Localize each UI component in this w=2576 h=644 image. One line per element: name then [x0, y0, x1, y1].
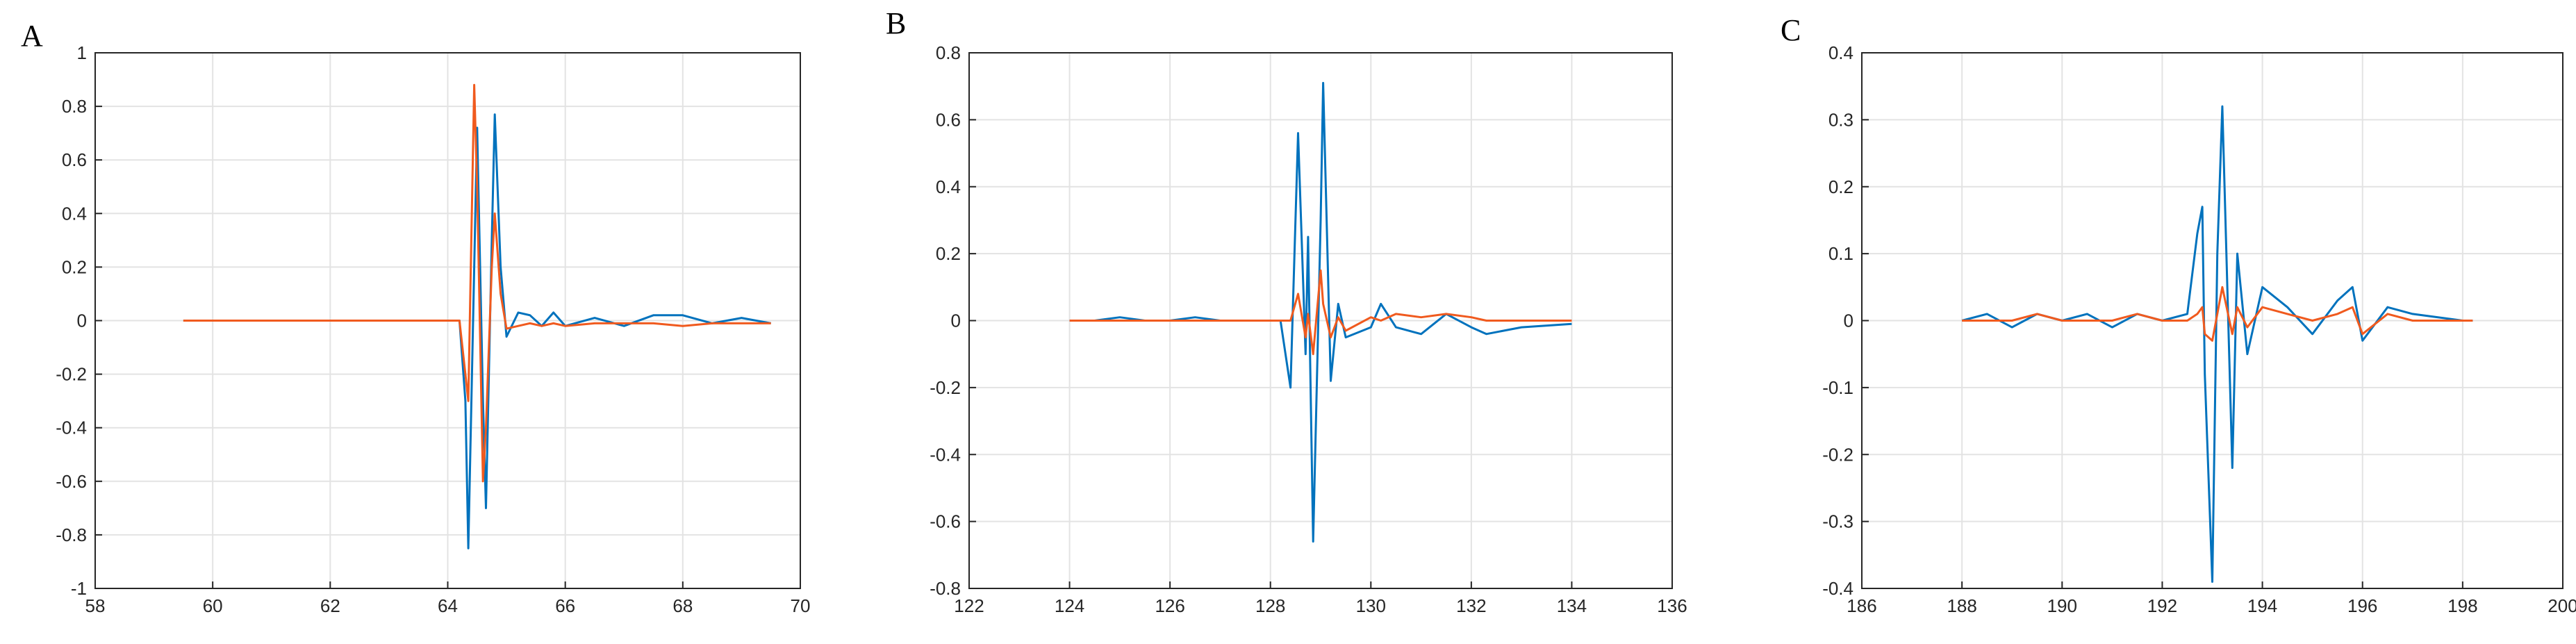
x-tick-label: 122	[954, 595, 984, 616]
x-tick-label: 200	[2548, 595, 2576, 616]
y-tick-label: -0.1	[1822, 377, 1853, 398]
y-tick-label: 0	[1844, 311, 1853, 331]
y-tick-label: -0.2	[930, 377, 961, 398]
x-tick-label: 58	[85, 595, 106, 616]
x-tick-label: 186	[1847, 595, 1876, 616]
y-tick-label: -1	[71, 578, 87, 599]
panel-label: B	[886, 6, 906, 40]
x-tick-label: 128	[1255, 595, 1285, 616]
y-tick-label: 0.2	[1828, 176, 1853, 197]
x-tick-label: 194	[2247, 595, 2277, 616]
y-tick-label: 0.4	[62, 203, 87, 224]
x-tick-label: 70	[791, 595, 811, 616]
axes-box	[968, 52, 1673, 589]
y-tick-label: -0.8	[930, 578, 961, 599]
x-tick-label: 66	[555, 595, 575, 616]
data-line	[1962, 286, 2473, 342]
x-tick-label: 60	[203, 595, 223, 616]
y-tick-label: -0.6	[56, 471, 87, 492]
y-tick-label: 0.2	[62, 256, 87, 277]
x-tick-label: 134	[1557, 595, 1587, 616]
x-tick-label: 198	[2447, 595, 2477, 616]
x-tick-label: 130	[1356, 595, 1386, 616]
y-tick-label: -0.4	[56, 418, 87, 438]
x-tick-label: 192	[2147, 595, 2177, 616]
y-tick-label: -0.2	[56, 364, 87, 385]
x-tick-label: 132	[1456, 595, 1486, 616]
y-tick-label: -0.3	[1822, 511, 1853, 532]
x-tick-label: 136	[1657, 595, 1687, 616]
y-tick-label: -0.2	[1822, 444, 1853, 465]
panel-label: C	[1781, 13, 1801, 47]
axes-box	[94, 52, 801, 589]
y-tick-label: 0.3	[1828, 109, 1853, 130]
y-tick-label: 0	[77, 311, 87, 331]
x-tick-label: 68	[672, 595, 693, 616]
y-tick-label: 1	[77, 42, 87, 63]
y-tick-label: 0.6	[936, 109, 961, 130]
y-tick-label: 0.8	[62, 96, 87, 117]
y-tick-label: 0.6	[62, 149, 87, 170]
y-tick-label: 0.2	[936, 243, 961, 264]
x-tick-label: 124	[1055, 595, 1084, 616]
x-tick-label: 196	[2347, 595, 2377, 616]
x-tick-label: 188	[1947, 595, 1976, 616]
data-line	[1069, 81, 1572, 543]
data-line	[1961, 105, 2473, 583]
y-tick-label: 0.4	[936, 176, 961, 197]
y-tick-label: -0.4	[1822, 578, 1853, 599]
y-tick-label: -0.6	[930, 511, 961, 532]
y-tick-label: 0.1	[1828, 243, 1853, 264]
y-tick-label: -0.8	[56, 525, 87, 545]
panel-label: A	[21, 19, 43, 53]
x-tick-label: 126	[1155, 595, 1184, 616]
y-tick-label: -0.4	[930, 444, 961, 465]
x-tick-label: 190	[2047, 595, 2077, 616]
y-tick-label: 0.8	[936, 42, 961, 63]
x-tick-label: 64	[438, 595, 458, 616]
y-tick-label: 0	[951, 311, 961, 331]
data-line	[183, 83, 771, 483]
x-tick-label: 62	[320, 595, 340, 616]
data-line	[1069, 269, 1572, 356]
y-tick-label: 0.4	[1828, 42, 1853, 63]
axes-box	[1861, 52, 2563, 589]
